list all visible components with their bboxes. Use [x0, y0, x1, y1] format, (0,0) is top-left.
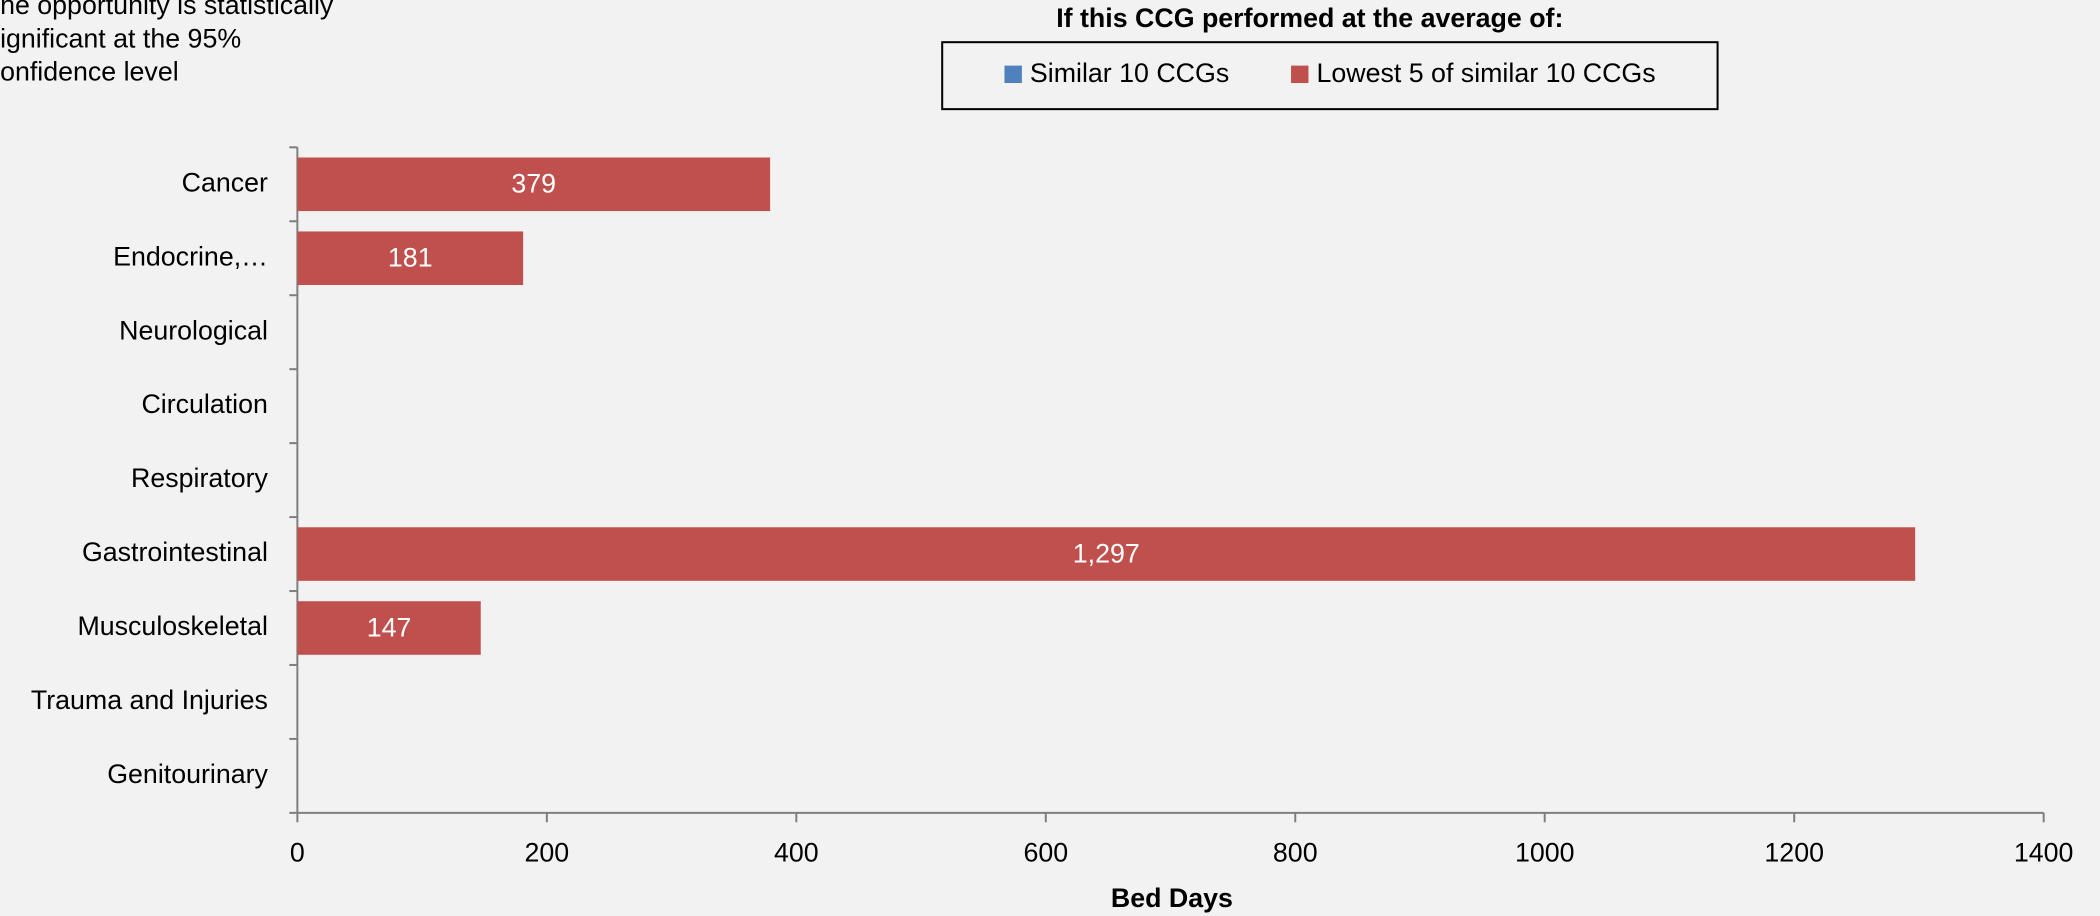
y-tick-label: Endocrine,… [113, 241, 268, 271]
y-tick-label: Cancer [182, 167, 268, 197]
x-tick-label: 1000 [1515, 837, 1575, 867]
legend-box [941, 41, 1719, 111]
y-tick-label: Respiratory [131, 463, 268, 493]
legend-swatch [1004, 65, 1022, 84]
y-tick-label: Circulation [141, 389, 267, 419]
y-tick-label: Musculoskeletal [77, 611, 267, 641]
bar [297, 527, 1916, 581]
data-label: 147 [367, 612, 412, 642]
bar [297, 601, 481, 655]
bar [297, 157, 771, 212]
y-tick-label: Genitourinary [107, 759, 268, 789]
x-tick-label: 0 [290, 837, 305, 867]
annotation-line: onfidence level [0, 57, 179, 87]
x-tick-label: 800 [1273, 837, 1318, 867]
annotation-line: he opportunity is statistically [0, 0, 334, 20]
x-tick-label: 400 [774, 837, 819, 867]
x-tick-label: 200 [525, 837, 570, 867]
y-tick-label: Neurological [119, 315, 268, 345]
x-tick-label: 1200 [1764, 837, 1824, 867]
y-tick-label: Gastrointestinal [82, 537, 268, 567]
data-label: 181 [388, 243, 433, 273]
data-label: 1,297 [1073, 538, 1140, 568]
legend-title: If this CCG performed at the average of: [1056, 3, 1563, 33]
x-tick-label: 600 [1023, 837, 1068, 867]
bar [297, 231, 524, 286]
annotation-line: ignificant at the 95% [0, 23, 241, 53]
x-axis-label: Bed Days [1111, 883, 1233, 913]
legend-label: Similar 10 CCGs [1030, 58, 1229, 88]
data-label: 379 [511, 169, 556, 199]
legend-label: Lowest 5 of similar 10 CCGs [1316, 58, 1655, 88]
legend-swatch [1291, 65, 1309, 84]
x-tick-label: 1400 [2014, 837, 2074, 867]
y-tick-label: Trauma and Injuries [31, 685, 268, 715]
